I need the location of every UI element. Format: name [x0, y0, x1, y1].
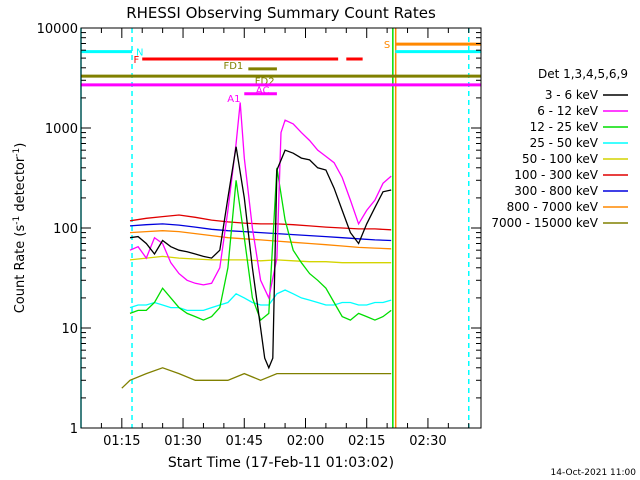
legend-entry-label: 25 - 50 keV — [530, 136, 599, 150]
series-line — [129, 230, 392, 250]
series-line — [129, 289, 392, 312]
legend-entry-label: 800 - 7000 keV — [507, 200, 599, 214]
y-tick-label: 10 — [61, 322, 78, 337]
series-line — [129, 102, 392, 300]
series-line — [121, 367, 392, 389]
x-tick-label: 01:15 — [103, 434, 140, 449]
y-axis-label-part: detector — [13, 156, 28, 216]
y-axis-label-part: Count Rate (s — [13, 225, 28, 314]
y-tick-label: 1000 — [45, 122, 78, 137]
legend-entry-label: 300 - 800 keV — [514, 184, 598, 198]
legend-title: Det 1,3,4,5,6,9 — [538, 67, 628, 81]
flag-label: F — [133, 55, 139, 66]
legend-entry-label: 3 - 6 keV — [545, 88, 599, 102]
y-axis-label-part: ) — [13, 143, 28, 148]
y-axis-label-superscript: -1 — [12, 216, 22, 225]
legend-entry-label: 6 - 12 keV — [537, 104, 599, 118]
y-tick-label: 1 — [70, 422, 78, 437]
flag-label: FD1 — [223, 61, 243, 72]
x-tick-label: 02:30 — [409, 434, 446, 449]
axes-layer: 1 10 100 1000 10000 01:15 01:30 01:45 02:00 02:15… — [37, 22, 481, 449]
series-line — [129, 255, 392, 264]
flag-label: FD2 — [255, 76, 275, 87]
legend-entry-label: 50 - 100 keV — [522, 152, 599, 166]
flag-label: AC — [256, 86, 270, 97]
plot-lines-layer — [80, 28, 470, 428]
series-line — [129, 146, 392, 370]
series-line — [129, 214, 392, 231]
series-line — [129, 223, 392, 242]
y-axis-label: Count Rate (s-1 detector-1) — [12, 143, 28, 314]
y-axis-label-superscript: -1 — [12, 148, 22, 157]
plot-frame — [80, 27, 482, 429]
legend: 3 - 6 keV 6 - 12 keV 12 - 25 keV 25 - 50 ke… — [491, 88, 628, 230]
legend-entry-label: 100 - 300 keV — [514, 168, 598, 182]
x-tick-label: 02:15 — [348, 434, 385, 449]
legend-entry-label: 7000 - 15000 keV — [491, 216, 598, 230]
x-axis-label: Start Time (17-Feb-11 01:03:02) — [168, 455, 394, 471]
x-tick-label: 01:45 — [226, 434, 263, 449]
y-tick-label: 10000 — [37, 22, 78, 37]
x-tick-label: 02:00 — [287, 434, 324, 449]
y-tick-label: 100 — [53, 222, 78, 237]
x-tick-label: 01:30 — [164, 434, 201, 449]
series-line — [129, 167, 392, 322]
footer-timestamp: 14-Oct-2021 11:00 — [551, 468, 637, 478]
flag-label: S — [384, 40, 390, 51]
chart-title: RHESSI Observing Summary Count Rates — [126, 4, 436, 22]
flag-label: A1 — [227, 94, 240, 105]
legend-entry-label: 12 - 25 keV — [530, 120, 599, 134]
flag-label: N — [136, 48, 143, 59]
